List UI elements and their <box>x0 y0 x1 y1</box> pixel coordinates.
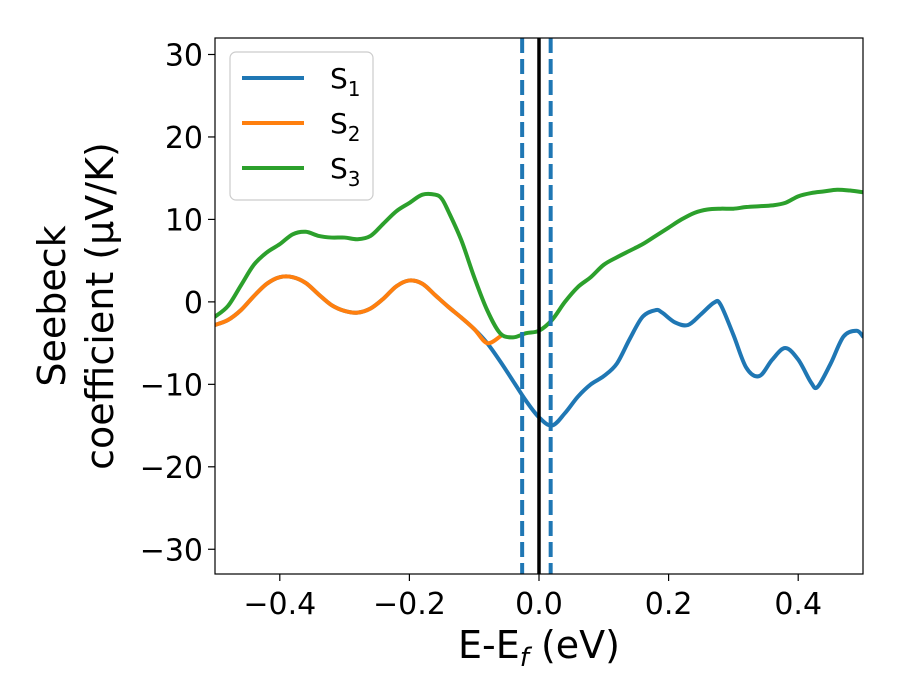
legend-box <box>229 51 374 201</box>
y-axis-label: Seebeck coefficient (μV/K) <box>30 142 122 470</box>
x-tick-label: 0.2 <box>645 587 693 622</box>
x-tick-label: −0.4 <box>243 587 316 622</box>
y-tick-label: 10 <box>165 203 203 238</box>
x-tick-label: −0.2 <box>373 587 446 622</box>
vline-layer <box>520 38 553 574</box>
legend-label-1: S1 <box>330 62 361 101</box>
series-line-3 <box>215 187 863 340</box>
y-tick-label: 30 <box>165 38 203 73</box>
x-axis-ticks: −0.4 −0.2 0.0 0.2 0.4 <box>243 574 822 622</box>
y-tick-label: −20 <box>140 451 203 486</box>
legend: S1 S2 S3 <box>229 51 374 201</box>
legend-label-3: S3 <box>330 152 361 191</box>
x-tick-label: 0.4 <box>774 587 822 622</box>
y-tick-label: −30 <box>140 533 203 568</box>
series-line-2 <box>215 274 503 346</box>
y-axis-label-line1: Seebeck <box>30 225 74 386</box>
y-tick-label: 0 <box>184 286 203 321</box>
x-tick-label: 0.0 <box>515 587 563 622</box>
x-axis-label: E-Ef (eV) <box>458 623 620 673</box>
y-axis-label-line2: coefficient (μV/K) <box>78 142 122 470</box>
y-axis-ticks: −30 −20 −10 0 10 20 30 <box>140 38 215 568</box>
legend-label-2: S2 <box>330 107 361 146</box>
y-tick-label: −10 <box>140 368 203 403</box>
y-tick-label: 20 <box>165 121 203 156</box>
